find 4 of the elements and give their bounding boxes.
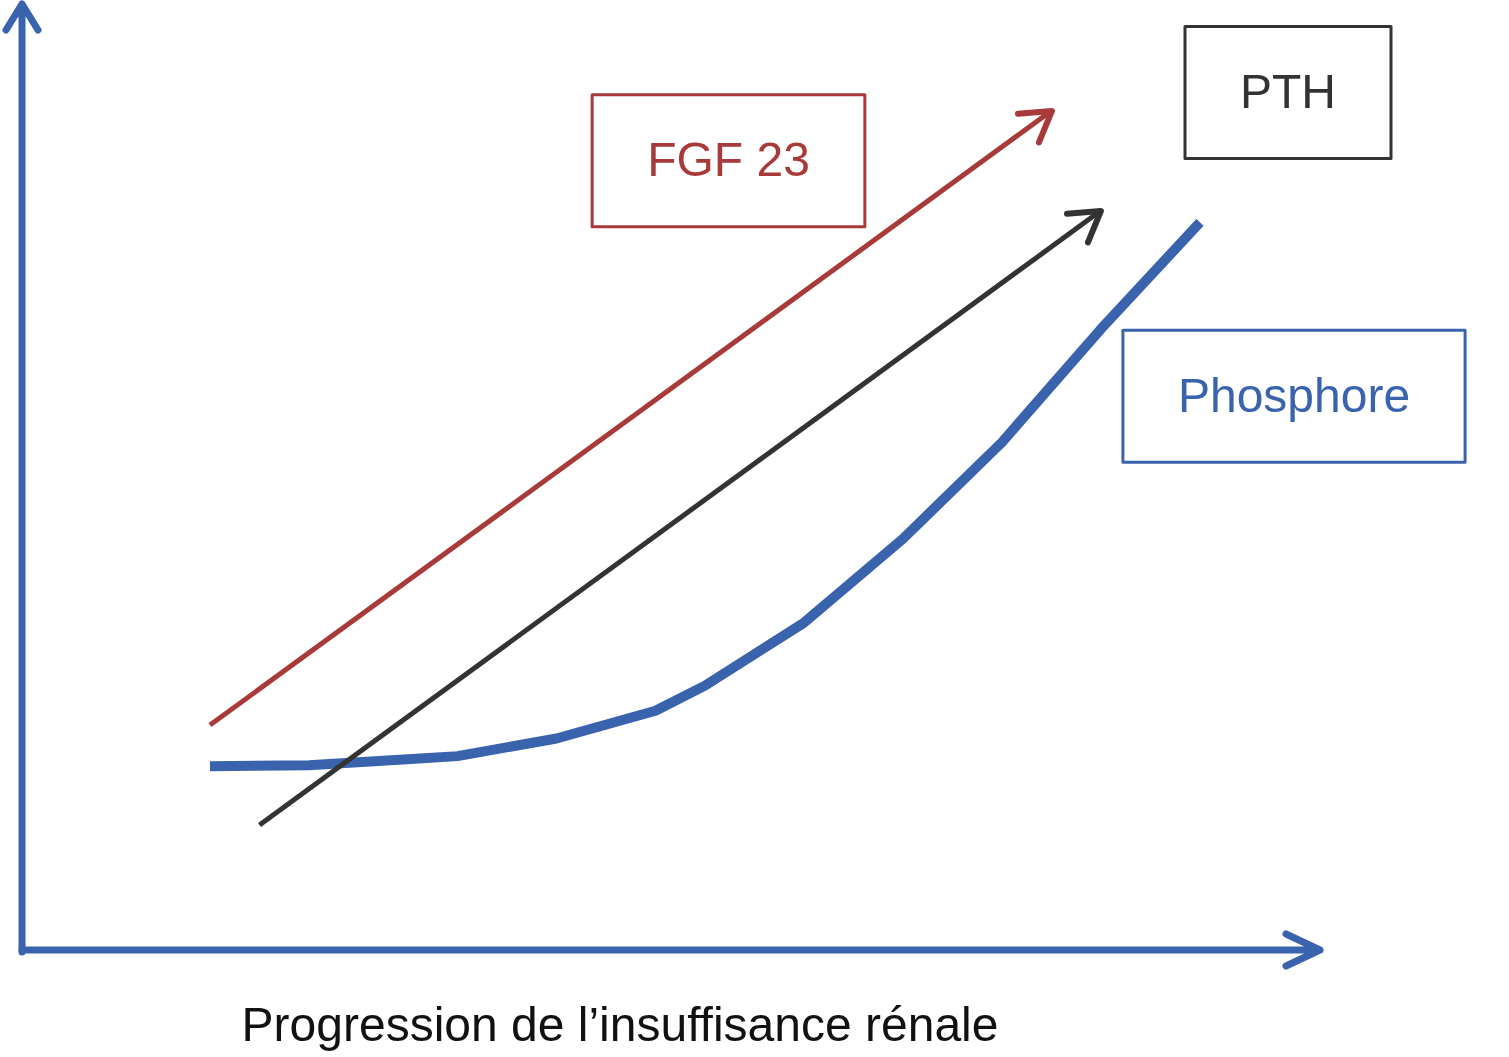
- series-label: FGF 23: [647, 132, 810, 186]
- x-axis-title: Progression de l’insuffisance rénale: [241, 998, 999, 1052]
- series-label: Phosphore: [1177, 368, 1411, 422]
- text: PTH: [1240, 64, 1336, 118]
